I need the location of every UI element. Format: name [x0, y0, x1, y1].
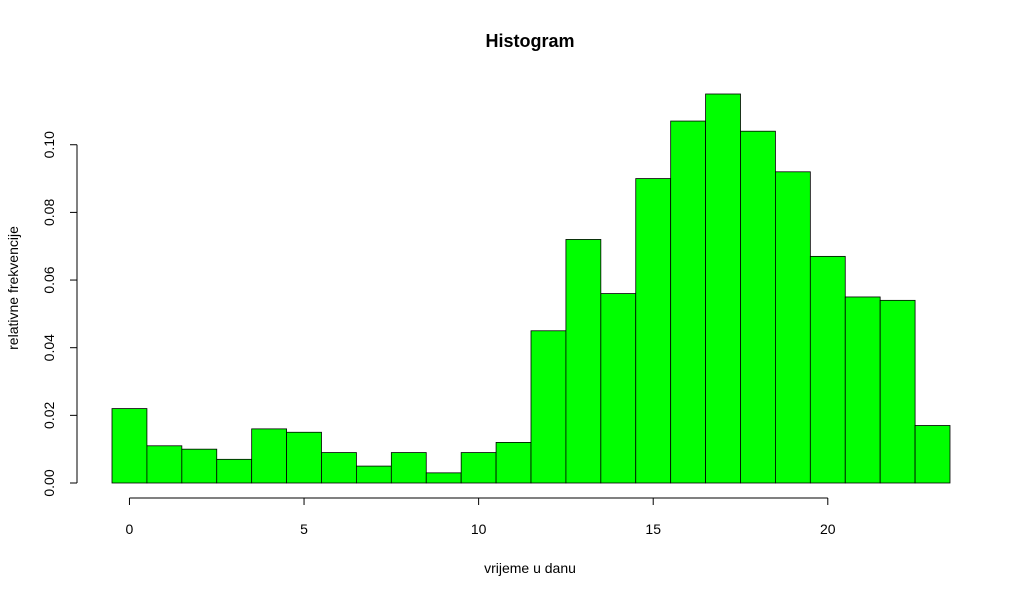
x-tick-label: 0	[126, 521, 134, 537]
y-tick-label: 0.04	[41, 334, 57, 361]
histogram-bar	[635, 178, 672, 484]
histogram-bar	[251, 428, 287, 484]
x-tick-label: 5	[300, 521, 308, 537]
y-tick-label: 0.02	[41, 402, 57, 429]
histogram-bar	[111, 408, 148, 484]
y-axis-label: relativne frekvencije	[5, 226, 21, 350]
histogram-bar	[460, 452, 497, 484]
x-tick-label: 15	[645, 521, 661, 537]
histogram-bar	[600, 293, 637, 484]
y-tick-label: 0.10	[41, 131, 57, 158]
histogram-bar	[321, 452, 357, 484]
y-axis: 0.00 0.02 0.04 0.06 0.08 0.10	[41, 131, 78, 497]
y-tick-label: 0.00	[41, 469, 57, 496]
histogram-bar	[181, 448, 218, 484]
histogram-bar	[565, 239, 602, 484]
histogram-bar	[740, 130, 776, 484]
histogram-bar	[356, 465, 392, 484]
chart-title: Histogram	[485, 31, 574, 51]
histogram-bar	[425, 472, 462, 484]
histogram-bar	[216, 458, 253, 484]
histogram-bar	[286, 431, 322, 484]
histogram-bar	[879, 299, 916, 484]
y-tick-label: 0.06	[41, 266, 57, 293]
x-axis: 0 5 10 15 20	[126, 497, 836, 537]
histogram-bar	[495, 442, 532, 484]
histogram-bar	[844, 296, 881, 484]
histogram-bar	[530, 330, 567, 484]
bars-group	[111, 93, 951, 484]
histogram-bar	[146, 445, 183, 484]
x-axis-label: vrijeme u danu	[484, 560, 576, 576]
histogram-bar	[670, 120, 706, 484]
histogram-bar	[705, 93, 741, 484]
y-tick-label: 0.08	[41, 199, 57, 226]
x-tick-label: 20	[820, 521, 836, 537]
histogram-bar	[390, 452, 427, 484]
histogram-bar	[914, 425, 951, 484]
x-tick-label: 10	[471, 521, 487, 537]
histogram-bar	[775, 171, 811, 484]
histogram-bar	[809, 255, 846, 484]
